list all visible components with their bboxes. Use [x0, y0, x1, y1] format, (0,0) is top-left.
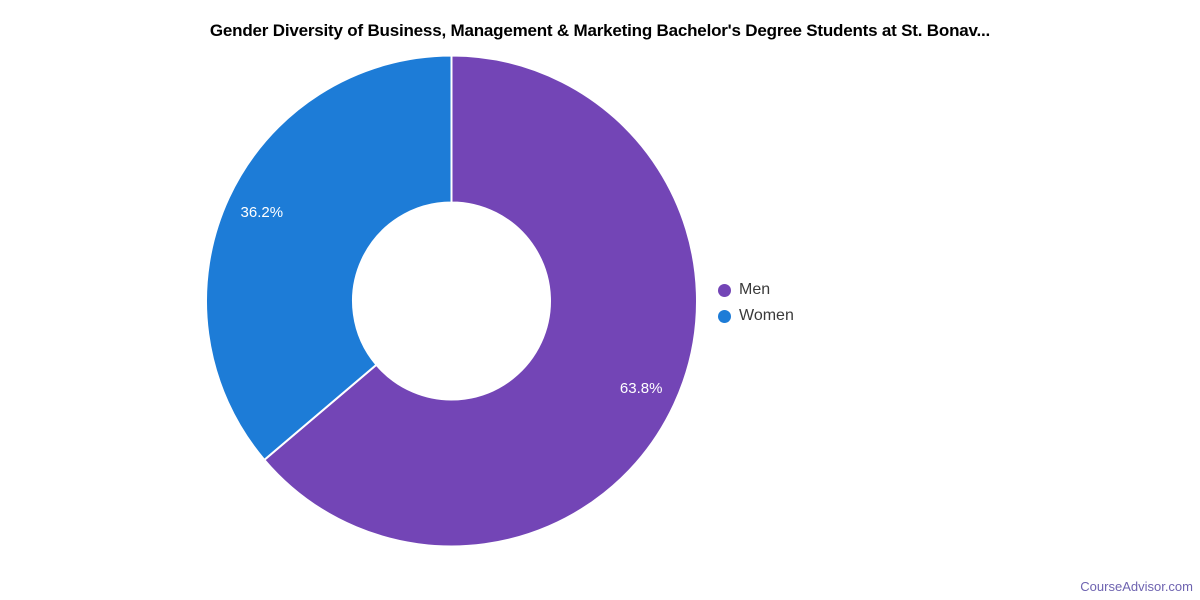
legend: Men Women [718, 277, 794, 329]
legend-label-men: Men [739, 281, 771, 298]
legend-item-women[interactable]: Women [718, 303, 794, 329]
legend-label-women: Women [739, 307, 794, 324]
legend-marker-men-icon [718, 283, 731, 297]
chart-title: Gender Diversity of Business, Management… [209, 21, 991, 40]
pie-slice-men[interactable] [263, 54, 698, 548]
legend-item-men[interactable]: Men [718, 277, 794, 303]
legend-marker-women-icon [718, 309, 731, 323]
pie-slice-women[interactable] [205, 54, 453, 461]
courseadvisor-watermark[interactable]: CourseAdvisor.com [1080, 579, 1193, 594]
